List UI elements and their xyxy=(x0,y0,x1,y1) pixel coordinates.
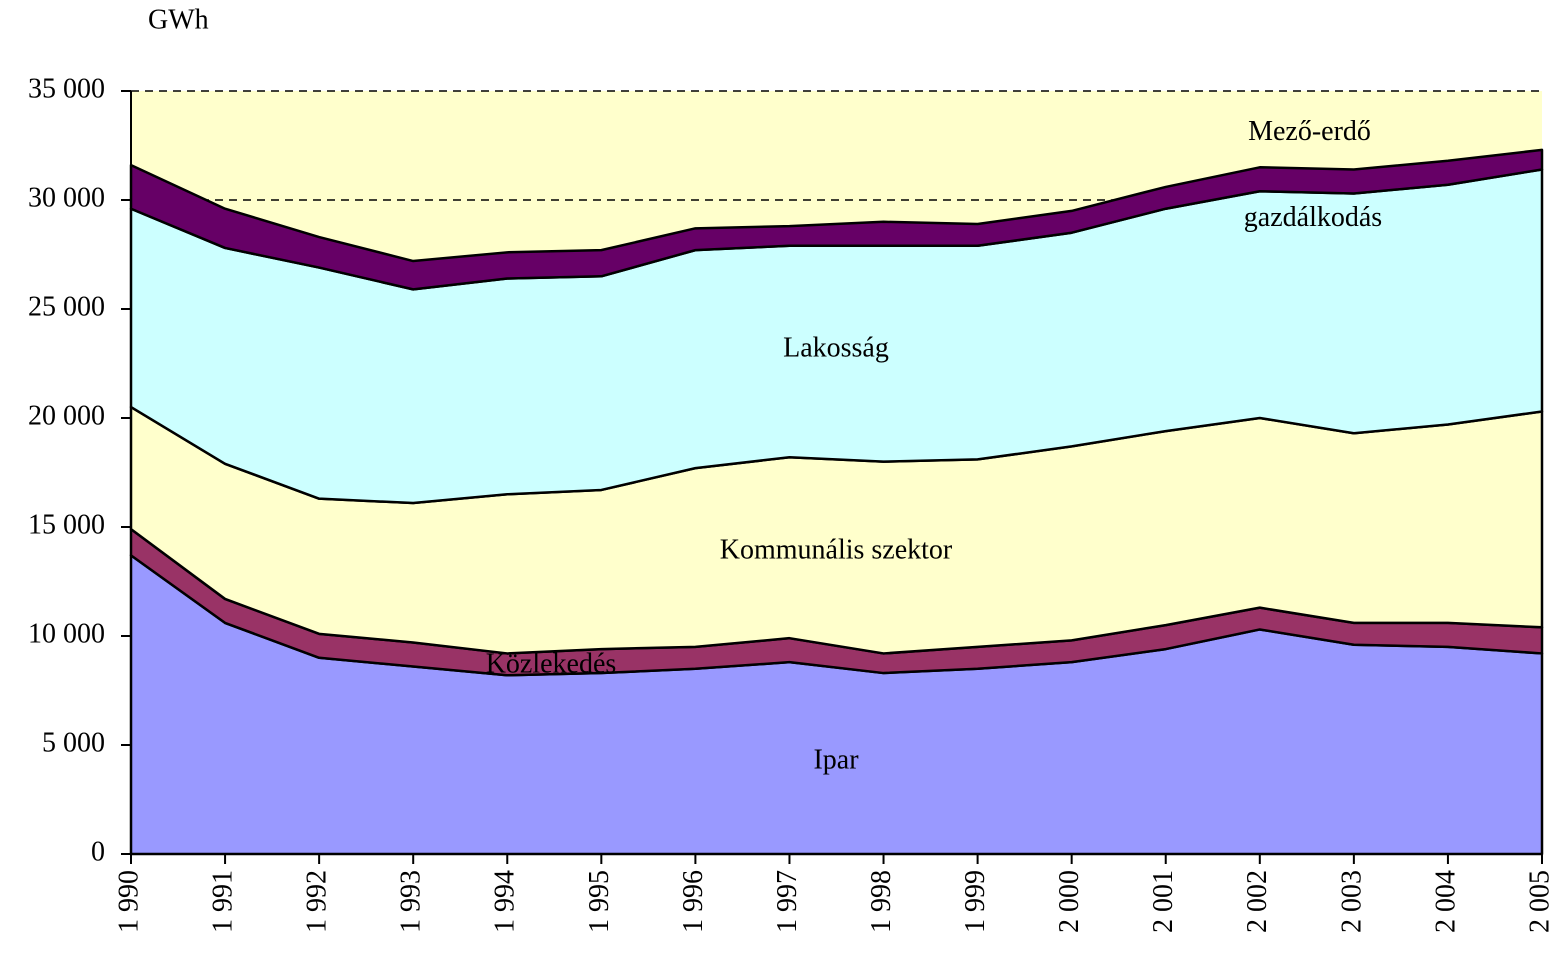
x-tick-label: 1 995 xyxy=(584,870,615,933)
x-tick-label: 1 994 xyxy=(490,870,521,933)
y-tick-label: 35 000 xyxy=(28,73,105,104)
y-tick-label: 0 xyxy=(91,836,105,867)
series-label: Lakosság xyxy=(783,332,889,363)
x-tick-label: 1 998 xyxy=(866,870,897,933)
y-tick-label: 25 000 xyxy=(28,291,105,322)
x-tick-label: 1 993 xyxy=(396,870,427,933)
x-tick-label: 2 001 xyxy=(1148,870,1179,933)
x-tick-label: 2 003 xyxy=(1336,870,1367,933)
y-tick-label: 10 000 xyxy=(28,618,105,649)
y-tick-label: 20 000 xyxy=(28,400,105,431)
series-label-line: gazdálkodás xyxy=(1244,202,1382,233)
y-tick-label: 30 000 xyxy=(28,182,105,213)
x-tick-label: 1 997 xyxy=(772,870,803,933)
area xyxy=(129,148,1544,291)
x-tick-label: 1 990 xyxy=(113,870,144,933)
y-tick-label: 15 000 xyxy=(28,509,105,540)
series-label: Mező-erdő gazdálkodás xyxy=(1244,116,1382,233)
x-tick-label: 1 999 xyxy=(960,870,991,933)
series-label: Közlekedés xyxy=(486,648,617,679)
series-label: Ipar xyxy=(813,744,859,775)
x-tick-label: 2 005 xyxy=(1524,870,1555,933)
y-tick-label: 5 000 xyxy=(42,727,105,758)
y-axis-unit: GWh xyxy=(148,4,209,35)
series-label: Kommunális szektor xyxy=(720,534,953,565)
x-tick-label: 2 002 xyxy=(1242,870,1273,933)
x-tick-label: 1 992 xyxy=(302,870,333,933)
x-tick-label: 2 000 xyxy=(1054,870,1085,933)
x-tick-label: 2 004 xyxy=(1430,870,1461,933)
x-tick-label: 1 991 xyxy=(207,870,238,933)
x-tick-label: 1 996 xyxy=(678,870,709,933)
series-label-line: Mező-erdő xyxy=(1248,116,1378,147)
